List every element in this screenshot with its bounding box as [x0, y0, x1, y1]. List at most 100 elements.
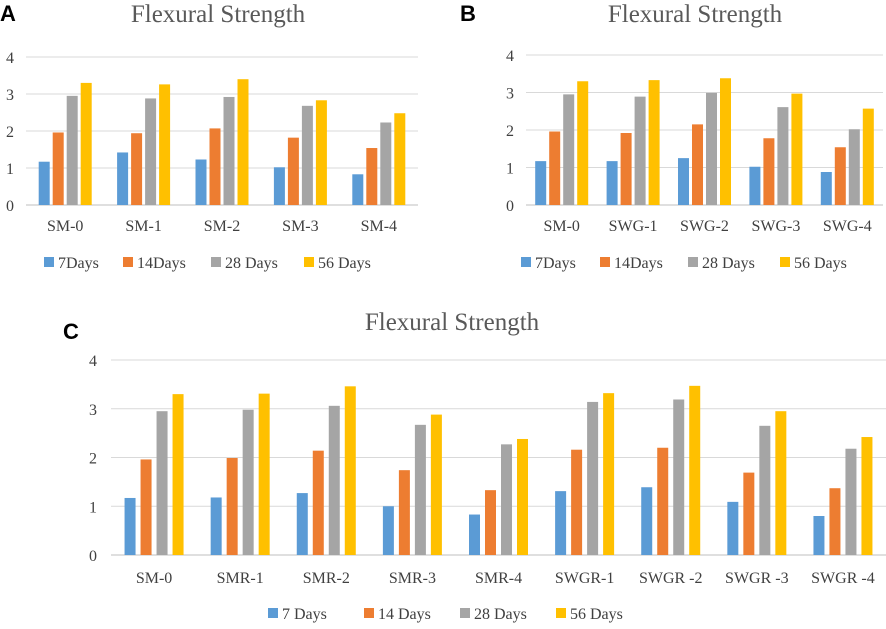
x-category-label: SMR-1: [217, 570, 264, 587]
y-tick-label: 0: [6, 198, 14, 215]
bar-SM-2-series-3: [237, 79, 249, 205]
legend-swatch: [521, 257, 531, 267]
legend-label: 14Days: [137, 255, 186, 272]
bar-SM-0-series-1: [52, 132, 64, 205]
legend-label: 7Days: [535, 255, 576, 272]
x-category-label: SM-4: [361, 218, 397, 235]
bar-SM-2-series-0: [195, 159, 207, 205]
x-category-label: SWG-3: [751, 218, 800, 235]
legend-label: 56 Days: [570, 606, 623, 623]
x-category-label: SM-0: [136, 570, 172, 587]
bar-SMR-2-series-2: [328, 405, 340, 555]
panel-b-title: Flexural Strength: [608, 1, 783, 28]
bar-SWGR-2-series-1: [657, 447, 669, 555]
bar-SWGR-3-series-3: [775, 411, 787, 555]
bar-SWGR-3-series-1: [743, 472, 755, 555]
bar-SMR-3-series-2: [414, 424, 426, 555]
legend-label: 7Days: [58, 255, 99, 272]
bar-SM-2-series-1: [209, 128, 221, 205]
bar-SWG-2-series-3: [720, 78, 731, 205]
bar-SWGR-2-series-3: [689, 385, 701, 555]
legend-label: 28 Days: [474, 606, 527, 623]
bar-SWG-1-series-3: [648, 80, 660, 205]
x-category-label: SMR-4: [475, 570, 522, 587]
bar-SM-2-series-2: [223, 96, 235, 205]
bar-SM-0-series-1: [140, 459, 152, 555]
bar-SWG-1-series-2: [634, 96, 646, 205]
x-category-label: SWGR -4: [811, 570, 875, 587]
x-category-label: SM-1: [125, 218, 161, 235]
bar-SMR-3-series-0: [382, 506, 394, 555]
bar-SMR-3-series-1: [398, 470, 410, 555]
panel-a-title: Flexural Strength: [131, 1, 306, 28]
legend-swatch: [688, 257, 698, 267]
x-category-label: SWG-4: [823, 218, 872, 235]
y-tick-label: 0: [89, 548, 97, 565]
legend-swatch: [600, 257, 610, 267]
x-category-label: SM-2: [204, 218, 240, 235]
x-category-label: SM-0: [543, 218, 579, 235]
bar-SWGR-2-series-2: [673, 399, 685, 555]
legend-swatch: [364, 608, 374, 618]
bar-SM-0-series-2: [66, 95, 78, 205]
legend-label: 14Days: [614, 255, 663, 272]
panel-a-letter: A: [0, 1, 16, 26]
bar-SWG-3-series-0: [749, 166, 761, 205]
y-tick-label: 1: [6, 161, 14, 178]
bar-SMR-1-series-0: [210, 497, 222, 555]
x-category-label: SWGR -3: [725, 570, 789, 587]
bar-SM-3-series-0: [273, 167, 285, 205]
bar-SMR-4-series-2: [501, 444, 512, 555]
bar-SWGR-3-series-0: [727, 501, 739, 555]
bar-SWGR-4-series-2: [845, 448, 857, 555]
bar-SM-0-series-2: [156, 411, 168, 555]
x-category-label: SWG-1: [609, 218, 658, 235]
bar-SM-0-series-1: [549, 131, 561, 205]
bar-SM-0-series-0: [38, 161, 50, 205]
bar-SWGR-1-series-2: [587, 401, 599, 555]
bar-SWGR-3-series-2: [759, 425, 771, 555]
legend-swatch: [123, 257, 133, 267]
bar-SM-0-series-3: [80, 82, 92, 205]
x-category-label: SMR-3: [389, 570, 436, 587]
bar-SM-0-series-3: [172, 394, 184, 555]
bar-SWGR-1-series-1: [571, 449, 583, 555]
bar-SM-0-series-3: [577, 81, 589, 205]
bar-SM-4-series-2: [380, 122, 392, 205]
legend-swatch: [211, 257, 221, 267]
x-category-label: SWG-2: [680, 218, 729, 235]
legend-label: 56 Days: [794, 255, 847, 272]
bar-SM-4-series-1: [366, 148, 378, 205]
y-tick-label: 1: [89, 499, 97, 516]
legend-swatch: [460, 608, 470, 618]
x-category-label: SWGR-1: [555, 570, 615, 587]
bar-SWG-2-series-2: [706, 92, 717, 205]
bar-SMR-2-series-3: [344, 386, 356, 555]
y-tick-label: 2: [89, 451, 97, 468]
y-tick-label: 4: [89, 353, 97, 370]
panel-a-chart: A Flexural Strength 0 1 2 3 4 SM-0 SM-1 SM-2 SM…: [0, 1, 418, 272]
bar-SWG-1-series-1: [620, 133, 632, 205]
bar-SWGR-4-series-0: [813, 516, 825, 555]
x-category-label: SM-3: [282, 218, 318, 235]
bar-SM-3-series-2: [301, 105, 313, 205]
legend-swatch: [556, 608, 566, 618]
bar-SMR-4-series-1: [485, 490, 496, 555]
x-category-label: SM-0: [47, 218, 83, 235]
y-tick-label: 2: [6, 124, 14, 141]
bar-SWG-3-series-3: [791, 93, 803, 205]
bar-SWG-1-series-0: [606, 161, 618, 205]
panel-c-letter: C: [63, 319, 79, 344]
panel-b-letter: B: [460, 1, 476, 26]
legend-label: 56 Days: [318, 255, 371, 272]
bar-SWG-4-series-3: [862, 108, 874, 205]
legend-swatch: [268, 608, 278, 618]
bar-SMR-3-series-3: [430, 414, 442, 555]
bar-SM-0-series-0: [535, 161, 547, 205]
bar-SWGR-1-series-0: [555, 491, 567, 555]
bar-SWG-2-series-0: [678, 158, 689, 205]
x-category-label: SWGR -2: [639, 570, 703, 587]
panel-b-chart: B Flexural Strength 0 1 2 3 4 SM-0 SWG-1 SWG-2…: [460, 1, 883, 272]
bar-SM-0-series-0: [124, 497, 136, 555]
